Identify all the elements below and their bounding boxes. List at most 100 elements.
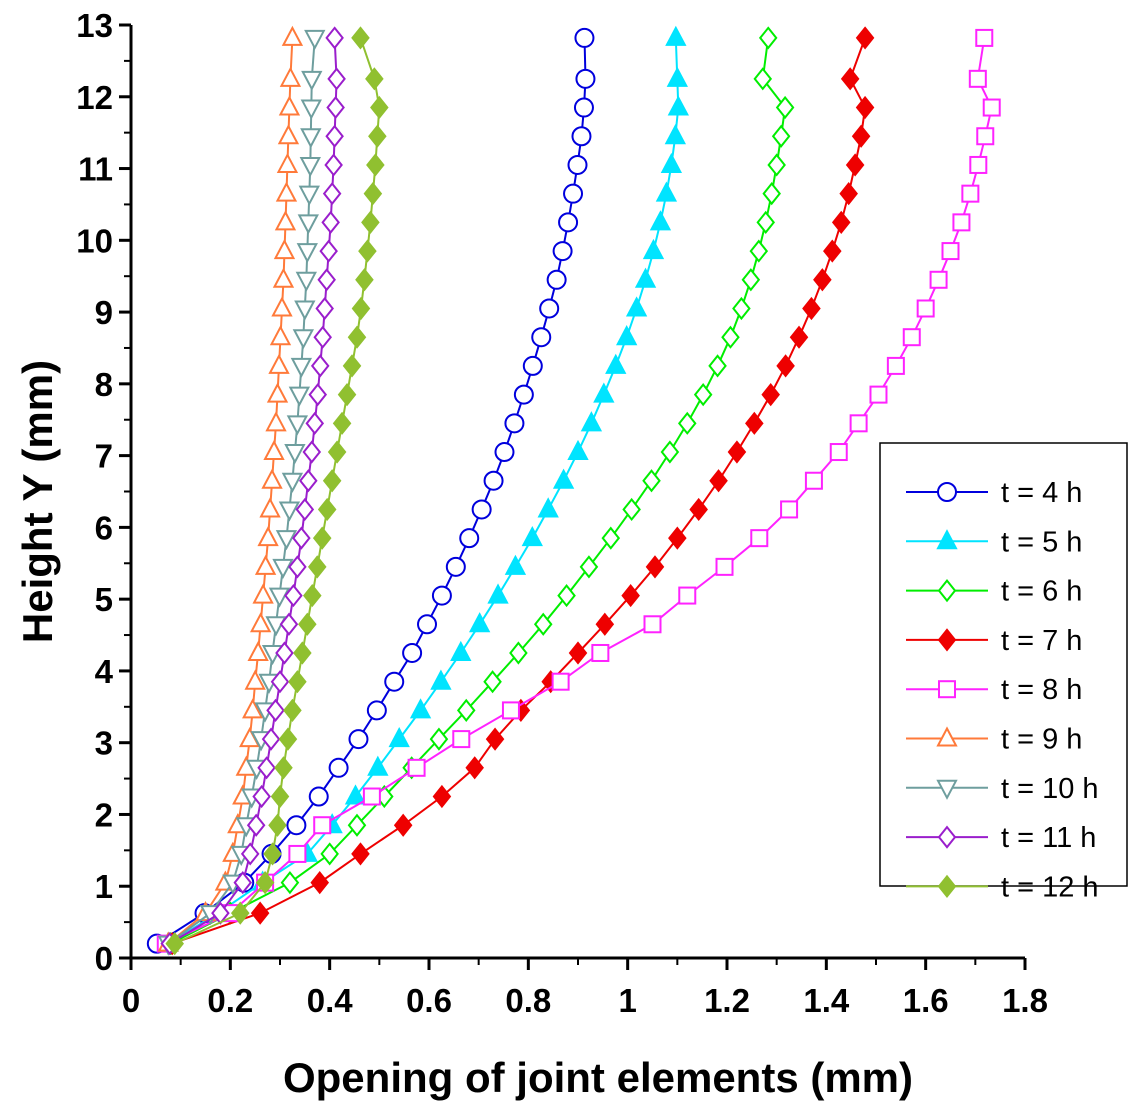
data-point bbox=[575, 68, 596, 89]
legend-marker bbox=[937, 482, 957, 502]
data-point bbox=[351, 26, 370, 50]
data-point bbox=[326, 95, 345, 120]
data-point bbox=[324, 153, 343, 177]
data-point bbox=[407, 758, 426, 777]
data-point bbox=[969, 155, 988, 174]
data-point bbox=[432, 784, 452, 809]
data-point bbox=[230, 901, 250, 925]
data-point bbox=[321, 210, 340, 234]
y-tick-label: 6 bbox=[95, 509, 113, 546]
y-tick-label: 7 bbox=[95, 438, 113, 475]
data-point bbox=[776, 354, 795, 378]
legend-item: t = 12 h bbox=[906, 871, 1099, 903]
data-point bbox=[261, 468, 283, 489]
data-point bbox=[591, 643, 610, 662]
series-line bbox=[167, 37, 294, 945]
legend-item: t = 10 h bbox=[906, 773, 1099, 805]
series-1 bbox=[146, 27, 596, 954]
data-point bbox=[272, 267, 295, 288]
data-point bbox=[732, 296, 751, 321]
data-point bbox=[313, 325, 332, 349]
data-point bbox=[244, 669, 266, 690]
data-point bbox=[300, 99, 322, 120]
data-point bbox=[268, 587, 291, 608]
data-point bbox=[605, 353, 627, 374]
data-point bbox=[504, 554, 527, 575]
data-point bbox=[304, 29, 326, 51]
data-point bbox=[665, 25, 687, 46]
data-point bbox=[664, 124, 687, 145]
data-point bbox=[531, 327, 552, 348]
series-6 bbox=[157, 25, 304, 952]
data-point bbox=[625, 296, 648, 317]
legend-label: t = 8 h bbox=[1001, 674, 1082, 706]
data-point bbox=[902, 328, 921, 347]
data-point bbox=[417, 614, 438, 635]
data-point bbox=[709, 469, 728, 493]
data-point bbox=[642, 469, 661, 493]
data-point bbox=[310, 871, 330, 895]
data-point bbox=[916, 299, 935, 318]
data-point bbox=[429, 727, 449, 751]
data-point bbox=[342, 354, 362, 378]
data-point bbox=[546, 269, 567, 290]
data-point bbox=[351, 842, 370, 866]
data-point bbox=[595, 612, 615, 636]
data-point bbox=[320, 842, 339, 866]
data-point bbox=[813, 268, 832, 292]
data-point bbox=[504, 413, 525, 434]
data-point bbox=[257, 526, 279, 547]
data-point bbox=[246, 813, 266, 837]
data-point bbox=[295, 497, 315, 522]
data-point bbox=[325, 26, 344, 50]
legend-item: t = 4 h bbox=[906, 477, 1082, 509]
data-point bbox=[344, 784, 367, 805]
data-point bbox=[450, 640, 472, 661]
data-point bbox=[370, 95, 389, 120]
data-point bbox=[551, 672, 570, 691]
data-point bbox=[721, 325, 740, 349]
data-point bbox=[322, 469, 342, 493]
data-point bbox=[252, 784, 271, 809]
data-point bbox=[483, 670, 502, 694]
legend: t = 4 h t = 5 h t = 6 h t = 7 h t = 8 h t = 9… bbox=[879, 442, 1128, 903]
data-point bbox=[567, 154, 588, 175]
data-point bbox=[284, 444, 306, 465]
data-point bbox=[573, 97, 594, 118]
data-point bbox=[802, 296, 821, 321]
data-point bbox=[293, 641, 312, 665]
legend-marker bbox=[937, 874, 957, 899]
data-point bbox=[655, 181, 678, 202]
data-point bbox=[622, 497, 641, 522]
series-layer bbox=[146, 25, 1001, 956]
data-point bbox=[660, 440, 680, 464]
data-point bbox=[294, 300, 316, 321]
data-point bbox=[741, 268, 761, 292]
legend-item: t = 9 h bbox=[906, 724, 1082, 756]
data-point bbox=[761, 383, 780, 407]
data-point bbox=[325, 124, 344, 148]
data-point bbox=[767, 153, 786, 177]
legend-item: t = 6 h bbox=[906, 576, 1082, 608]
data-point bbox=[869, 385, 888, 404]
data-point bbox=[250, 901, 270, 925]
data-point bbox=[660, 152, 683, 173]
data-point bbox=[621, 583, 640, 608]
data-point bbox=[286, 815, 307, 836]
data-point bbox=[975, 28, 994, 47]
data-point bbox=[275, 530, 298, 551]
data-point bbox=[347, 325, 367, 349]
data-point bbox=[459, 528, 480, 549]
data-point bbox=[254, 554, 277, 575]
y-tick-label: 10 bbox=[76, 222, 113, 259]
y-tick-label: 13 bbox=[76, 7, 113, 44]
data-point bbox=[845, 153, 865, 177]
data-point bbox=[319, 239, 338, 263]
y-tick-label: 9 bbox=[95, 294, 113, 331]
data-point bbox=[485, 727, 505, 751]
data-point bbox=[689, 497, 708, 522]
data-point bbox=[563, 183, 584, 204]
data-point bbox=[317, 497, 337, 522]
series-8 bbox=[160, 26, 346, 956]
x-tick-label: 1.4 bbox=[803, 982, 850, 1019]
